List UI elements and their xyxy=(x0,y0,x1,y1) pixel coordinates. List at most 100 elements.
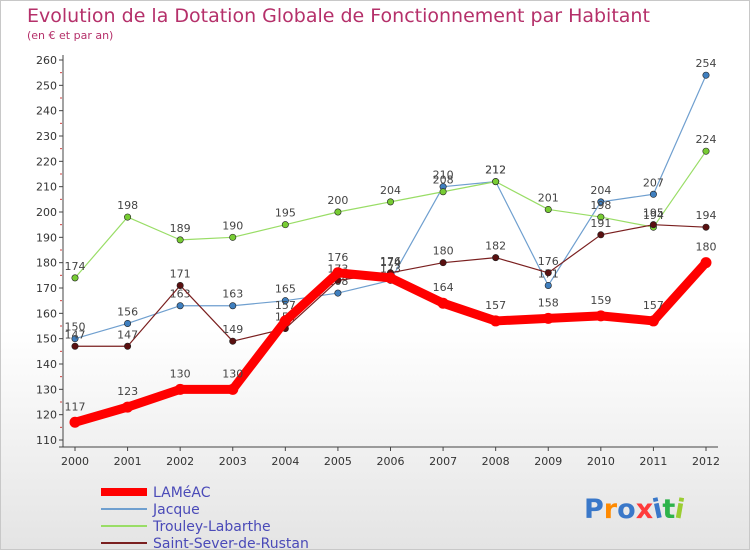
y-tick-label: 180 xyxy=(36,257,57,270)
y-tick-label: 130 xyxy=(36,383,57,396)
y-tick-label: 260 xyxy=(36,54,57,67)
data-point xyxy=(229,337,237,345)
data-label: 224 xyxy=(696,133,717,146)
data-label: 130 xyxy=(170,367,191,380)
data-label: 190 xyxy=(222,219,243,232)
data-point xyxy=(702,71,710,79)
series-trouley-labarthe: 174 198 189 190 195 200 204 208 212 201 198 194 224 xyxy=(65,133,717,282)
data-label: 159 xyxy=(590,294,611,307)
data-point xyxy=(595,310,607,322)
data-label: 180 xyxy=(433,245,454,258)
legend: LAMéACJacqueTrouley-LabartheSaint-Sever-… xyxy=(101,485,309,550)
data-label: 198 xyxy=(590,199,611,212)
logo-letter: P xyxy=(584,494,604,525)
x-tick-label: 2004 xyxy=(271,455,299,468)
data-label: 130 xyxy=(222,367,243,380)
data-label: 194 xyxy=(643,209,664,222)
data-point xyxy=(69,416,81,428)
data-point xyxy=(71,274,79,282)
chart-subtitle: (en € et par an) xyxy=(27,29,114,42)
data-label: 182 xyxy=(485,240,506,253)
logo-letter: o xyxy=(617,494,636,525)
x-tick-label: 2007 xyxy=(429,455,457,468)
data-point xyxy=(124,319,132,327)
data-label: 174 xyxy=(380,256,401,269)
data-label: 158 xyxy=(538,296,559,309)
x-tick-label: 2009 xyxy=(534,455,562,468)
data-point xyxy=(542,312,554,324)
data-point xyxy=(279,315,291,327)
data-label: 201 xyxy=(538,191,559,204)
series-line xyxy=(74,224,707,347)
data-point xyxy=(71,335,79,343)
data-label: 157 xyxy=(485,299,506,312)
data-label: 149 xyxy=(222,323,243,336)
data-label: 212 xyxy=(485,164,506,177)
x-tick-label: 2011 xyxy=(639,455,667,468)
data-label: 189 xyxy=(170,222,191,235)
data-label: 195 xyxy=(275,207,296,220)
data-point xyxy=(702,147,710,155)
logo-letter: t xyxy=(662,494,676,525)
data-label: 123 xyxy=(117,385,138,398)
data-point xyxy=(176,281,184,289)
data-point xyxy=(700,257,712,269)
data-label: 156 xyxy=(117,305,138,318)
data-point xyxy=(702,223,710,231)
y-tick-label: 170 xyxy=(36,282,57,295)
data-label: 157 xyxy=(643,299,664,312)
data-point xyxy=(649,190,657,198)
y-tick-label: 210 xyxy=(36,181,57,194)
legend-label: Saint-Sever-de-Rustan xyxy=(153,536,309,550)
data-label: 176 xyxy=(538,255,559,268)
data-point xyxy=(544,269,552,277)
data-label: 176 xyxy=(327,251,348,264)
data-label: 176 xyxy=(380,255,401,268)
data-label: 200 xyxy=(327,194,348,207)
data-point xyxy=(174,383,186,395)
data-point xyxy=(597,198,605,206)
data-point xyxy=(492,178,500,186)
legend-label: Jacque xyxy=(152,502,200,518)
y-tick-label: 230 xyxy=(36,130,57,143)
data-point xyxy=(124,342,132,350)
data-point xyxy=(437,297,449,309)
data-point xyxy=(649,221,657,229)
x-tick-label: 2003 xyxy=(219,455,247,468)
data-point xyxy=(124,213,132,221)
data-label: 150 xyxy=(65,321,86,334)
y-tick-label: 120 xyxy=(36,409,57,422)
data-label: 208 xyxy=(433,174,454,187)
data-point xyxy=(229,233,237,241)
y-tick-label: 150 xyxy=(36,333,57,346)
legend-label: Trouley-Labarthe xyxy=(152,519,271,535)
x-tick-label: 2006 xyxy=(377,455,405,468)
legend-label: LAMéAC xyxy=(153,485,211,501)
data-label: 204 xyxy=(590,184,611,197)
x-tick-label: 2005 xyxy=(324,455,352,468)
data-label: 212 xyxy=(485,164,506,177)
x-tick-label: 2001 xyxy=(114,455,142,468)
data-label: 204 xyxy=(380,184,401,197)
x-tick-label: 2012 xyxy=(692,455,720,468)
data-point xyxy=(281,297,289,305)
data-point xyxy=(439,259,447,267)
data-point xyxy=(385,272,396,284)
data-point xyxy=(386,198,394,206)
data-label: 210 xyxy=(433,169,454,182)
data-point xyxy=(597,213,605,221)
data-label: 180 xyxy=(696,241,717,254)
data-point xyxy=(71,342,79,350)
data-point xyxy=(229,302,237,310)
series-line xyxy=(70,258,711,427)
data-label: 147 xyxy=(117,328,138,341)
y-tick-label: 110 xyxy=(36,434,57,447)
data-label: 163 xyxy=(222,288,243,301)
data-point xyxy=(281,221,289,229)
data-label: 147 xyxy=(65,328,86,341)
data-label: 207 xyxy=(643,176,664,189)
data-point xyxy=(176,302,184,310)
y-tick-label: 160 xyxy=(36,307,57,320)
